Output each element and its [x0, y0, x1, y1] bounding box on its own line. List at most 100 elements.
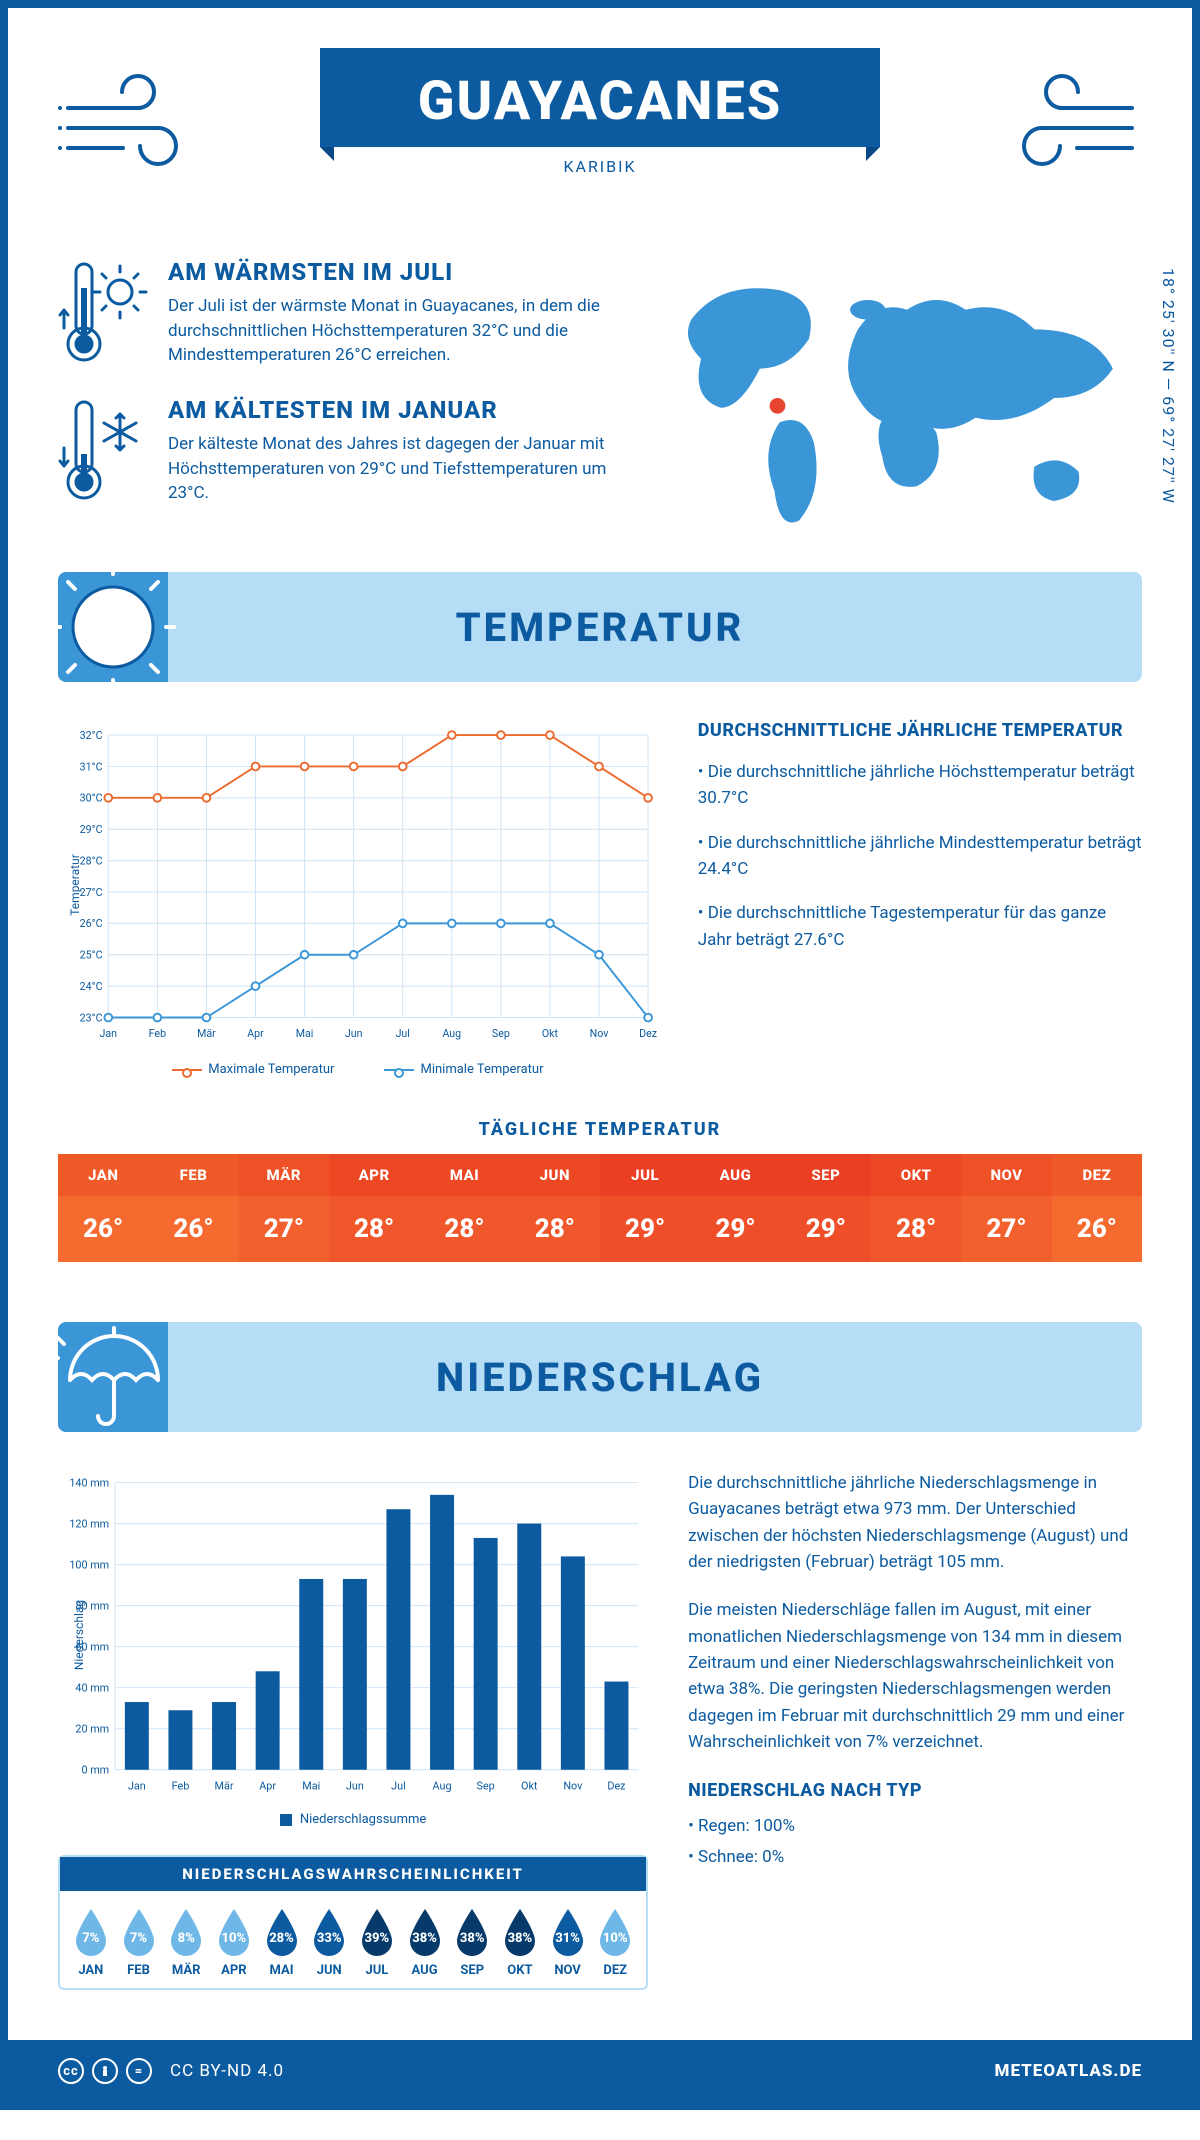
table-header: AUG: [690, 1154, 780, 1196]
sun-icon: [50, 564, 176, 690]
table-header: JAN: [58, 1154, 148, 1196]
prob-item: 38% AUG: [402, 1907, 448, 1978]
page-title: GUAYACANES: [330, 70, 870, 133]
raindrop-icon: 7%: [119, 1907, 159, 1957]
prob-item: 33% JUN: [306, 1907, 352, 1978]
chart-ylabel: Niederschlag: [72, 1600, 86, 1670]
table-cell: 29°: [690, 1196, 780, 1262]
svg-text:Mai: Mai: [302, 1779, 320, 1792]
table-header: APR: [329, 1154, 419, 1196]
raindrop-icon: 31%: [548, 1907, 588, 1957]
precip-chart: Niederschlag 0 mm20 mm40 mm60 mm80 mm100…: [58, 1470, 648, 1800]
prob-item: 28% MAI: [259, 1907, 305, 1978]
svg-text:120 mm: 120 mm: [69, 1518, 109, 1531]
table-cell: 28°: [329, 1196, 419, 1262]
thermometer-hot-icon: [58, 258, 148, 368]
svg-text:Jun: Jun: [346, 1779, 364, 1792]
raindrop-icon: 10%: [214, 1907, 254, 1957]
precip-type-bullet: • Schnee: 0%: [688, 1844, 1142, 1870]
header: GUAYACANES KARIBIK: [58, 48, 1142, 248]
svg-text:Jan: Jan: [128, 1779, 146, 1792]
nd-icon: =: [126, 2058, 152, 2084]
wind-icon: [1002, 68, 1142, 178]
precip-para: Die durchschnittliche jährliche Niedersc…: [688, 1470, 1142, 1575]
svg-text:40 mm: 40 mm: [75, 1682, 109, 1695]
table-cell: 27°: [239, 1196, 329, 1262]
table-header: JUN: [510, 1154, 600, 1196]
table-cell: 26°: [1052, 1196, 1142, 1262]
prob-item: 38% SEP: [449, 1907, 495, 1978]
table-header: DEZ: [1052, 1154, 1142, 1196]
temp-bullet: • Die durchschnittliche jährliche Mindes…: [698, 830, 1142, 883]
raindrop-icon: 38%: [452, 1907, 492, 1957]
table-cell: 28°: [419, 1196, 509, 1262]
raindrop-icon: 38%: [405, 1907, 445, 1957]
fact-title: AM WÄRMSTEN IM JULI: [168, 258, 622, 286]
svg-text:Okt: Okt: [521, 1779, 538, 1792]
table-header: JUL: [600, 1154, 690, 1196]
table-header: NOV: [961, 1154, 1051, 1196]
table-header: MAI: [419, 1154, 509, 1196]
svg-text:31°C: 31°C: [80, 760, 103, 773]
raindrop-icon: 33%: [309, 1907, 349, 1957]
svg-text:20 mm: 20 mm: [75, 1723, 109, 1736]
svg-text:29°C: 29°C: [80, 823, 103, 836]
temp-bullet: • Die durchschnittliche Tagestemperatur …: [698, 900, 1142, 953]
umbrella-icon: [50, 1314, 170, 1434]
svg-text:Dez: Dez: [607, 1779, 625, 1792]
table-cell: 28°: [510, 1196, 600, 1262]
fact-title: AM KÄLTESTEN IM JANUAR: [168, 396, 622, 424]
site-name: METEOATLAS.DE: [995, 2061, 1142, 2081]
legend-max: Maximale Temperatur: [172, 1062, 334, 1077]
svg-text:Nov: Nov: [590, 1027, 609, 1040]
license: cc = CC BY-ND 4.0: [58, 2058, 284, 2084]
svg-text:27°C: 27°C: [80, 886, 103, 899]
precip-para: Die meisten Niederschläge fallen im Augu…: [688, 1597, 1142, 1755]
section-title: TEMPERATUR: [168, 604, 1142, 651]
table-cell: 28°: [871, 1196, 961, 1262]
prob-item: 10% DEZ: [592, 1907, 638, 1978]
temperature-chart: Temperatur 23°C24°C25°C26°C27°C28°C29°C3…: [58, 720, 658, 1077]
fact-coldest: AM KÄLTESTEN IM JANUAR Der kälteste Mona…: [58, 396, 622, 506]
svg-text:Dez: Dez: [639, 1027, 657, 1040]
svg-text:26°C: 26°C: [80, 917, 103, 930]
svg-text:Jul: Jul: [396, 1027, 410, 1040]
svg-text:Okt: Okt: [542, 1027, 559, 1040]
fact-text: Der Juli ist der wärmste Monat in Guayac…: [168, 294, 622, 368]
wind-icon: [58, 68, 198, 178]
raindrop-icon: 38%: [500, 1907, 540, 1957]
svg-text:Jun: Jun: [345, 1027, 363, 1040]
footer: cc = CC BY-ND 4.0 METEOATLAS.DE: [8, 2040, 1192, 2102]
svg-text:Mai: Mai: [296, 1027, 314, 1040]
svg-text:Jan: Jan: [100, 1027, 118, 1040]
table-cell: 29°: [781, 1196, 871, 1262]
svg-text:30°C: 30°C: [80, 792, 103, 805]
legend-min: Minimale Temperatur: [384, 1062, 543, 1077]
prob-item: 7% JAN: [68, 1907, 114, 1978]
table-cell: 29°: [600, 1196, 690, 1262]
svg-text:Feb: Feb: [149, 1027, 166, 1040]
svg-text:Aug: Aug: [433, 1779, 452, 1792]
temp-bullet: • Die durchschnittliche jährliche Höchst…: [698, 759, 1142, 812]
svg-text:100 mm: 100 mm: [69, 1559, 109, 1572]
raindrop-icon: 7%: [71, 1907, 111, 1957]
coordinates: 18° 25' 30'' N — 69° 27' 27'' W: [1159, 268, 1178, 504]
section-temperature: TEMPERATUR: [58, 572, 1142, 682]
daily-temp-table: JANFEBMÄRAPRMAIJUNJULAUGSEPOKTNOVDEZ26°2…: [58, 1154, 1142, 1262]
raindrop-icon: 10%: [595, 1907, 635, 1957]
fact-text: Der kälteste Monat des Jahres ist dagege…: [168, 432, 622, 506]
prob-item: 38% OKT: [497, 1907, 543, 1978]
table-header: SEP: [781, 1154, 871, 1196]
svg-text:140 mm: 140 mm: [69, 1476, 109, 1489]
svg-text:Mär: Mär: [215, 1779, 234, 1792]
svg-text:Apr: Apr: [259, 1779, 276, 1792]
fact-warmest: AM WÄRMSTEN IM JULI Der Juli ist der wär…: [58, 258, 622, 368]
legend-precip: Niederschlagssumme: [280, 1812, 426, 1827]
prob-item: 31% NOV: [545, 1907, 591, 1978]
prob-item: 39% JUL: [354, 1907, 400, 1978]
daily-temp-title: TÄGLICHE TEMPERATUR: [58, 1119, 1142, 1140]
svg-text:Sep: Sep: [492, 1027, 510, 1040]
svg-text:0 mm: 0 mm: [81, 1764, 109, 1777]
table-header: FEB: [148, 1154, 238, 1196]
table-cell: 27°: [961, 1196, 1051, 1262]
